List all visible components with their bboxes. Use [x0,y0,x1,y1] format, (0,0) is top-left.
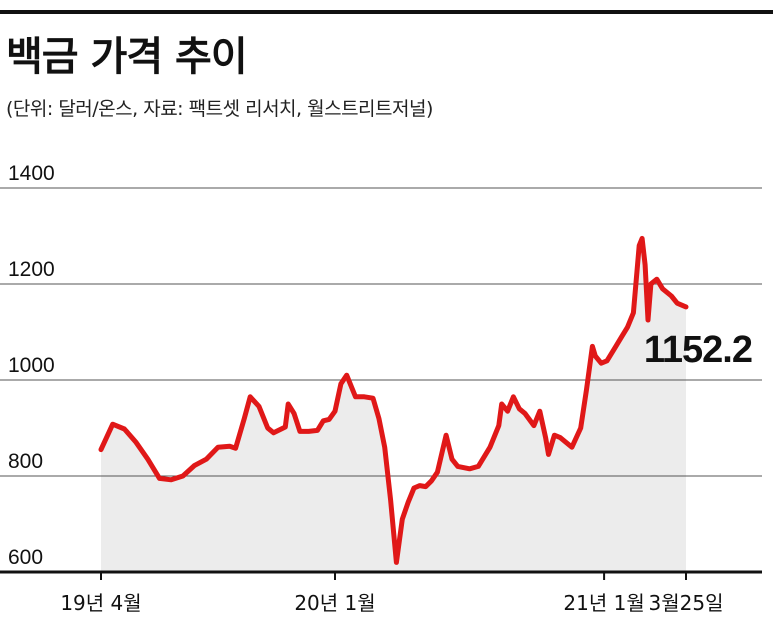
y-tick-label-1000: 1000 [8,354,55,377]
x-tick-label-2: 21년 1월 [563,591,644,615]
y-tick-label-800: 800 [8,450,43,473]
last-value-label: 1152.2 [644,329,752,371]
chart-title: 백금 가격 추이 [6,34,248,80]
x-tick-label-0: 19년 4월 [60,591,141,615]
chart-subtitle: (단위: 달러/온스, 자료: 팩트셋 리서치, 월스트리트저널) [6,98,433,120]
area-fill [101,238,686,572]
y-tick-label-600: 600 [8,546,43,569]
price-line [98,235,689,565]
y-tick-label-1200: 1200 [8,258,55,281]
y-tick-label-1400: 1400 [8,162,55,185]
x-tick-label-3: 3월25일 [649,591,724,615]
x-tick-label-1: 20년 1월 [294,591,375,615]
top-rule [0,10,773,14]
